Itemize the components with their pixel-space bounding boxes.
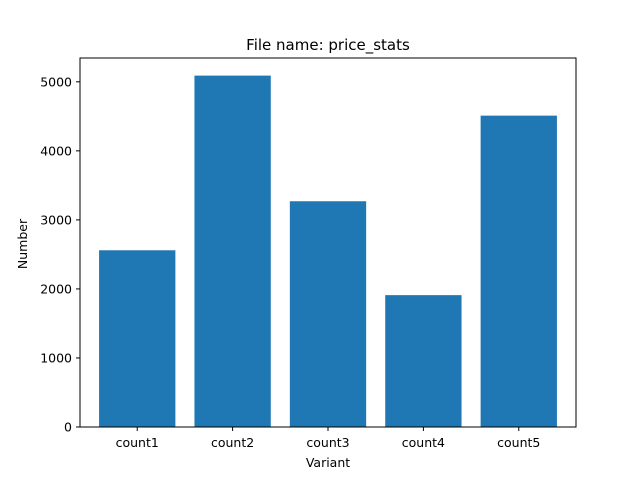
x-tick-label-count4: count4 xyxy=(402,435,445,450)
bar-count5 xyxy=(480,115,557,428)
y-axis: 0 1000 2000 3000 4000 5000 xyxy=(40,74,80,435)
x-axis: count1 count2 count3 count4 count5 xyxy=(116,427,540,450)
y-tick-label: 1000 xyxy=(40,350,72,365)
x-tick-label-count1: count1 xyxy=(116,435,159,450)
y-axis-label: Number xyxy=(15,218,30,269)
bar-count1 xyxy=(99,250,176,427)
bar-count3 xyxy=(289,201,367,427)
bar-count2 xyxy=(194,75,271,427)
chart-title: File name: price_stats xyxy=(246,36,410,55)
y-tick-label: 5000 xyxy=(40,74,72,89)
bars-group xyxy=(99,75,557,428)
x-tick-label-count2: count2 xyxy=(211,435,254,450)
x-tick-label-count5: count5 xyxy=(497,435,540,450)
y-tick-label: 2000 xyxy=(40,281,72,296)
x-tick-label-count3: count3 xyxy=(306,435,349,450)
y-tick-label: 0 xyxy=(64,420,72,435)
y-tick-label: 3000 xyxy=(40,212,72,227)
y-tick-label: 4000 xyxy=(40,143,72,158)
bar-count4 xyxy=(385,295,462,427)
x-axis-label: Variant xyxy=(306,455,350,470)
